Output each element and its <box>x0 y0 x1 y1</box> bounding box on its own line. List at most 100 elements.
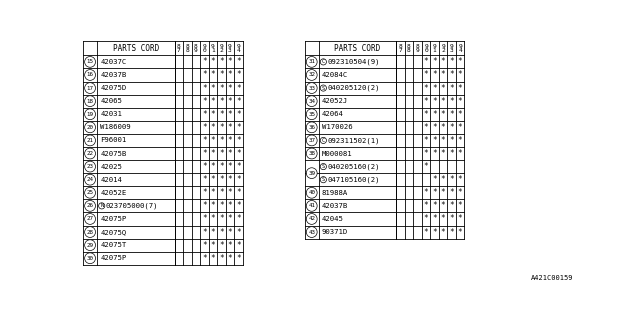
Text: *: * <box>211 57 215 66</box>
Text: 9
3: 9 3 <box>450 44 454 53</box>
Circle shape <box>84 174 95 185</box>
Text: *: * <box>424 123 428 132</box>
Text: *: * <box>236 84 241 92</box>
Text: 8
9: 8 9 <box>415 44 419 53</box>
Text: *: * <box>219 84 224 92</box>
Text: 42014: 42014 <box>100 177 122 183</box>
Text: *: * <box>219 228 224 236</box>
Text: *: * <box>424 149 428 158</box>
Text: *: * <box>228 188 232 197</box>
Text: *: * <box>432 110 437 119</box>
Text: *: * <box>458 175 463 184</box>
Text: *: * <box>219 149 224 158</box>
Text: 8
7: 8 7 <box>399 44 403 53</box>
Text: *: * <box>228 136 232 145</box>
Text: *: * <box>458 228 463 236</box>
Text: *: * <box>236 241 241 250</box>
Text: 26: 26 <box>86 204 93 208</box>
Text: *: * <box>202 188 207 197</box>
Text: *: * <box>219 201 224 210</box>
Text: 17: 17 <box>86 85 93 91</box>
Text: *: * <box>432 201 437 210</box>
Text: *: * <box>211 162 215 171</box>
Text: *: * <box>458 201 463 210</box>
Text: *: * <box>458 188 463 197</box>
Text: *: * <box>441 228 445 236</box>
Text: *: * <box>432 70 437 79</box>
Text: 42: 42 <box>308 216 316 221</box>
Text: 9
2: 9 2 <box>220 44 223 53</box>
Text: *: * <box>449 123 454 132</box>
Text: *: * <box>202 175 207 184</box>
Text: *: * <box>211 228 215 236</box>
Text: *: * <box>228 175 232 184</box>
Text: *: * <box>228 162 232 171</box>
Text: *: * <box>228 254 232 263</box>
Text: *: * <box>202 149 207 158</box>
Text: *: * <box>211 188 215 197</box>
Circle shape <box>84 83 95 93</box>
Text: PARTS CORD: PARTS CORD <box>113 44 159 53</box>
Text: 42075P: 42075P <box>100 216 127 222</box>
Text: *: * <box>424 214 428 223</box>
Text: *: * <box>202 110 207 119</box>
Text: 42065: 42065 <box>100 98 122 104</box>
Text: C: C <box>322 138 325 143</box>
Text: *: * <box>424 70 428 79</box>
Text: 42084C: 42084C <box>322 72 348 78</box>
Text: *: * <box>228 149 232 158</box>
Text: *: * <box>228 214 232 223</box>
Text: *: * <box>228 97 232 106</box>
Text: 31: 31 <box>308 60 316 64</box>
Text: *: * <box>449 57 454 66</box>
Text: 40: 40 <box>308 190 316 195</box>
Text: *: * <box>424 188 428 197</box>
Text: 9
1: 9 1 <box>433 44 436 53</box>
Text: *: * <box>219 123 224 132</box>
Text: *: * <box>236 188 241 197</box>
Circle shape <box>307 69 317 80</box>
Circle shape <box>84 69 95 80</box>
Circle shape <box>84 188 95 198</box>
Text: *: * <box>228 110 232 119</box>
Text: *: * <box>432 57 437 66</box>
Text: *: * <box>432 175 437 184</box>
Circle shape <box>84 201 95 211</box>
Text: *: * <box>236 228 241 236</box>
Text: *: * <box>202 228 207 236</box>
Text: 42064: 42064 <box>322 111 344 117</box>
Text: *: * <box>424 201 428 210</box>
Text: *: * <box>211 97 215 106</box>
Text: *: * <box>211 84 215 92</box>
Text: A421C00159: A421C00159 <box>531 275 573 281</box>
Text: *: * <box>219 110 224 119</box>
Text: *: * <box>236 97 241 106</box>
Text: *: * <box>228 241 232 250</box>
Text: *: * <box>202 123 207 132</box>
Text: 9
4: 9 4 <box>237 44 241 53</box>
Text: *: * <box>211 241 215 250</box>
Text: *: * <box>458 110 463 119</box>
Text: 42037B: 42037B <box>100 72 127 78</box>
Text: *: * <box>441 110 445 119</box>
Text: 43: 43 <box>308 229 316 235</box>
Text: *: * <box>219 162 224 171</box>
Text: 29: 29 <box>86 243 93 248</box>
Text: *: * <box>441 57 445 66</box>
Text: *: * <box>449 201 454 210</box>
Text: S: S <box>322 164 325 169</box>
Text: 24: 24 <box>86 177 93 182</box>
Text: 19: 19 <box>86 112 93 117</box>
Text: *: * <box>441 97 445 106</box>
Text: *: * <box>219 254 224 263</box>
Text: *: * <box>236 162 241 171</box>
Text: *: * <box>441 70 445 79</box>
Text: *: * <box>202 241 207 250</box>
Circle shape <box>307 135 317 146</box>
Text: *: * <box>211 70 215 79</box>
Circle shape <box>84 161 95 172</box>
Text: 42075Q: 42075Q <box>100 229 127 235</box>
Circle shape <box>320 59 326 65</box>
Circle shape <box>307 148 317 159</box>
Text: *: * <box>432 149 437 158</box>
